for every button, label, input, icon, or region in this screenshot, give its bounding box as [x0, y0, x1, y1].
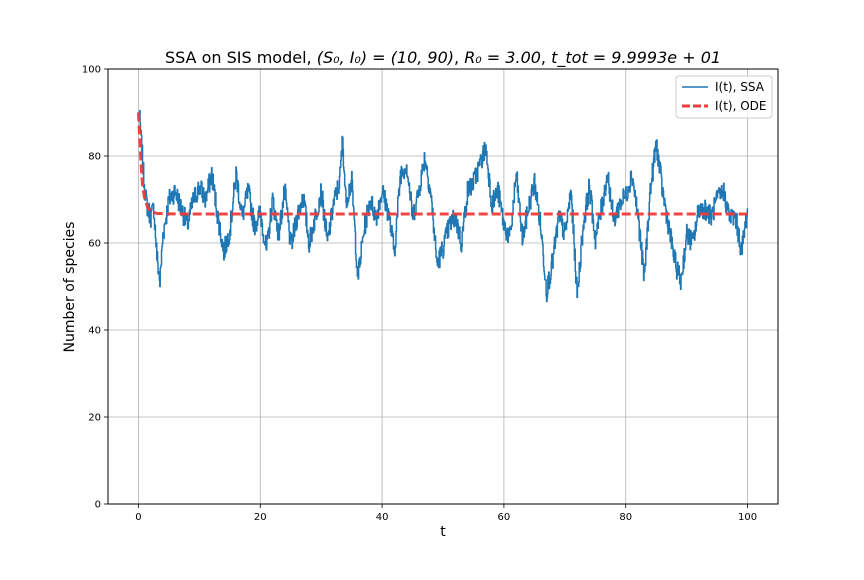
title-prefix: SSA on SIS model,: [165, 48, 317, 67]
y-axis-label: Number of species: [62, 222, 78, 353]
chart-title: SSA on SIS model, (S₀, I₀) = (10, 90), R…: [165, 48, 721, 68]
title-s0-i0: (S₀, I₀) = (10, 90): [317, 48, 454, 67]
x-tick-label: 100: [738, 512, 757, 523]
y-tick-label: 40: [88, 326, 101, 337]
series-line-ode: [136, 112, 748, 216]
x-tick-label: 60: [498, 512, 511, 523]
x-tick-label: 20: [254, 512, 267, 523]
title-ttot: t_tot = 9.9993e + 01: [551, 48, 721, 68]
y-tick-label: 80: [88, 152, 101, 163]
plot-series: [136, 109, 749, 303]
x-axis-label: t: [440, 524, 446, 540]
title-separator-2: ,: [541, 48, 551, 67]
x-tick-label: 40: [376, 512, 389, 523]
legend-label-ode: I(t), ODE: [715, 99, 767, 113]
axis-ticks: 0 20 40 60 80 100 0 20 40 60 80 100: [82, 65, 757, 524]
title-separator-1: ,: [454, 48, 464, 67]
y-tick-label: 20: [88, 413, 101, 424]
grid-lines: [108, 68, 778, 505]
legend: I(t), SSA I(t), ODE: [675, 75, 773, 119]
x-tick-label: 0: [135, 512, 141, 523]
x-tick-label: 80: [619, 512, 632, 523]
y-tick-label: 0: [95, 500, 101, 511]
y-tick-label: 60: [88, 239, 101, 250]
legend-label-ssa: I(t), SSA: [715, 80, 765, 94]
series-line-ssa: [138, 109, 749, 303]
y-tick-label: 100: [82, 65, 101, 76]
title-r0: R₀ = 3.00: [464, 48, 541, 67]
axes-frame: [107, 68, 779, 505]
